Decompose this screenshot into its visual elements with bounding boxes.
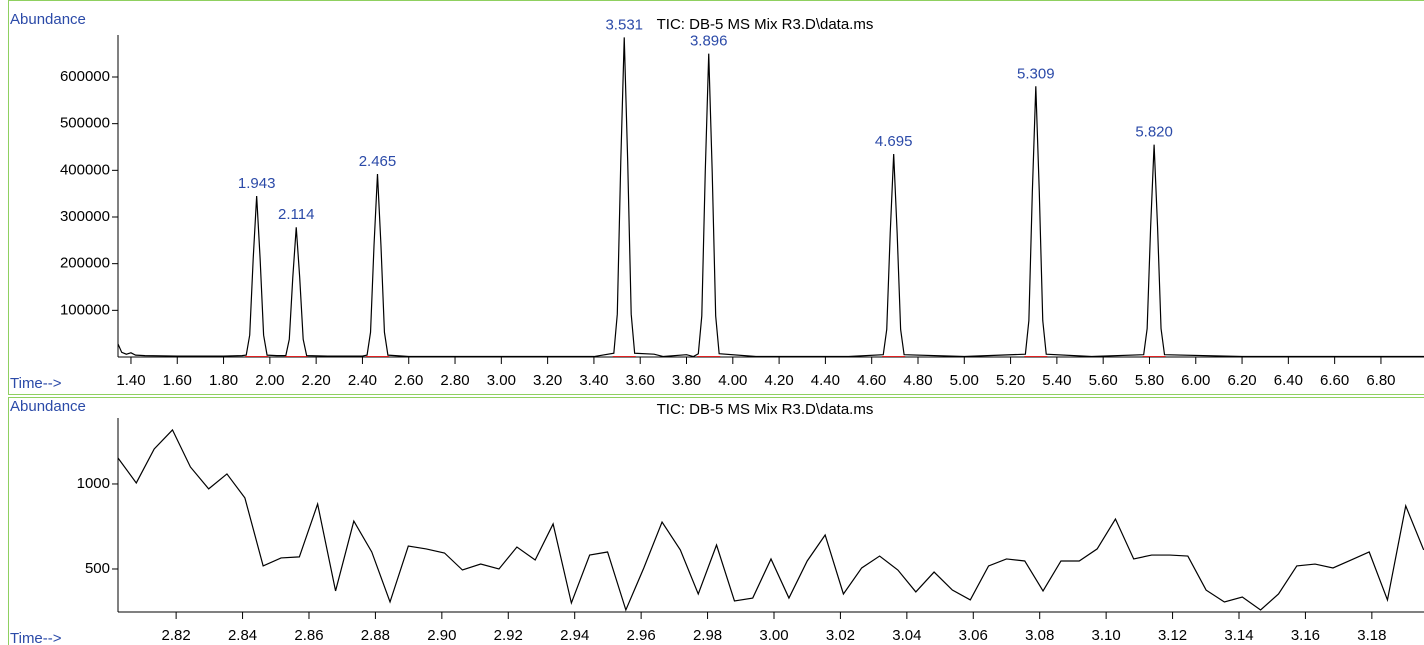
x-tick-label: 2.80: [440, 372, 469, 389]
peak-label: 2.114: [278, 206, 314, 223]
y-tick-label: 300000: [60, 208, 110, 225]
x-tick-label: 3.00: [759, 627, 788, 644]
y-axis-label: Abundance: [10, 398, 86, 415]
x-tick-label: 4.60: [857, 372, 886, 389]
x-tick-label: 3.40: [579, 372, 608, 389]
y-tick-label: 500000: [60, 115, 110, 132]
x-tick-label: 3.16: [1291, 627, 1320, 644]
x-tick-label: 2.90: [427, 627, 456, 644]
x-tick-label: 3.14: [1224, 627, 1253, 644]
panel-frame: [8, 0, 1424, 395]
x-tick-label: 2.96: [627, 627, 656, 644]
x-tick-label: 3.04: [892, 627, 921, 644]
x-tick-label: 2.00: [255, 372, 284, 389]
chart-title: TIC: DB-5 MS Mix R3.D\data.ms: [657, 401, 874, 418]
x-tick-label: 6.40: [1274, 372, 1303, 389]
x-tick-label: 3.60: [626, 372, 655, 389]
x-tick-label: 6.20: [1227, 372, 1256, 389]
x-tick-label: 3.12: [1158, 627, 1187, 644]
x-tick-label: 2.88: [361, 627, 390, 644]
x-tick-label: 3.02: [826, 627, 855, 644]
x-tick-label: 2.86: [294, 627, 323, 644]
y-tick-label: 500: [85, 560, 110, 577]
y-tick-label: 400000: [60, 161, 110, 178]
peak-label: 1.943: [238, 175, 276, 192]
x-tick-label: 4.80: [903, 372, 932, 389]
x-tick-label: 1.80: [209, 372, 238, 389]
peak-label: 5.309: [1017, 65, 1055, 82]
x-tick-label: 2.40: [348, 372, 377, 389]
x-tick-label: 3.00: [487, 372, 516, 389]
x-tick-label: 3.20: [533, 372, 562, 389]
x-tick-label: 3.18: [1357, 627, 1386, 644]
chart-title: TIC: DB-5 MS Mix R3.D\data.ms: [657, 16, 874, 33]
x-tick-label: 1.60: [163, 372, 192, 389]
x-tick-label: 5.40: [1042, 372, 1071, 389]
x-tick-label: 3.10: [1092, 627, 1121, 644]
y-tick-label: 100000: [60, 301, 110, 318]
x-tick-label: 5.80: [1135, 372, 1164, 389]
x-tick-label: 1.40: [116, 372, 145, 389]
x-axis-label: Time-->: [10, 375, 62, 392]
x-tick-label: 5.60: [1089, 372, 1118, 389]
y-axis-label: Abundance: [10, 11, 86, 28]
x-tick-label: 3.80: [672, 372, 701, 389]
y-tick-label: 200000: [60, 255, 110, 272]
x-tick-label: 6.80: [1366, 372, 1395, 389]
peak-label: 4.695: [875, 133, 913, 150]
y-tick-label: 600000: [60, 68, 110, 85]
x-axis-label: Time-->: [10, 630, 62, 645]
x-tick-label: 2.20: [302, 372, 331, 389]
x-tick-label: 5.20: [996, 372, 1025, 389]
x-tick-label: 4.20: [765, 372, 794, 389]
peak-label: 2.465: [359, 153, 397, 170]
x-tick-label: 2.92: [494, 627, 523, 644]
data-line: [117, 37, 1424, 358]
y-tick-label: 1000: [77, 475, 110, 492]
x-tick-label: 3.06: [959, 627, 988, 644]
x-tick-label: 2.60: [394, 372, 423, 389]
x-tick-label: 3.08: [1025, 627, 1054, 644]
x-tick-label: 2.98: [693, 627, 722, 644]
x-tick-label: 4.00: [718, 372, 747, 389]
panel-frame: [8, 397, 1424, 645]
x-tick-label: 2.94: [560, 627, 589, 644]
x-tick-label: 2.84: [228, 627, 257, 644]
peak-label: 3.896: [690, 33, 728, 50]
x-tick-label: 6.00: [1181, 372, 1210, 389]
peak-label: 5.820: [1135, 124, 1173, 141]
x-tick-label: 2.82: [162, 627, 191, 644]
data-line: [117, 428, 1424, 612]
x-tick-label: 4.40: [811, 372, 840, 389]
x-tick-label: 6.60: [1320, 372, 1349, 389]
peak-label: 3.531: [605, 16, 643, 33]
x-tick-label: 5.00: [950, 372, 979, 389]
